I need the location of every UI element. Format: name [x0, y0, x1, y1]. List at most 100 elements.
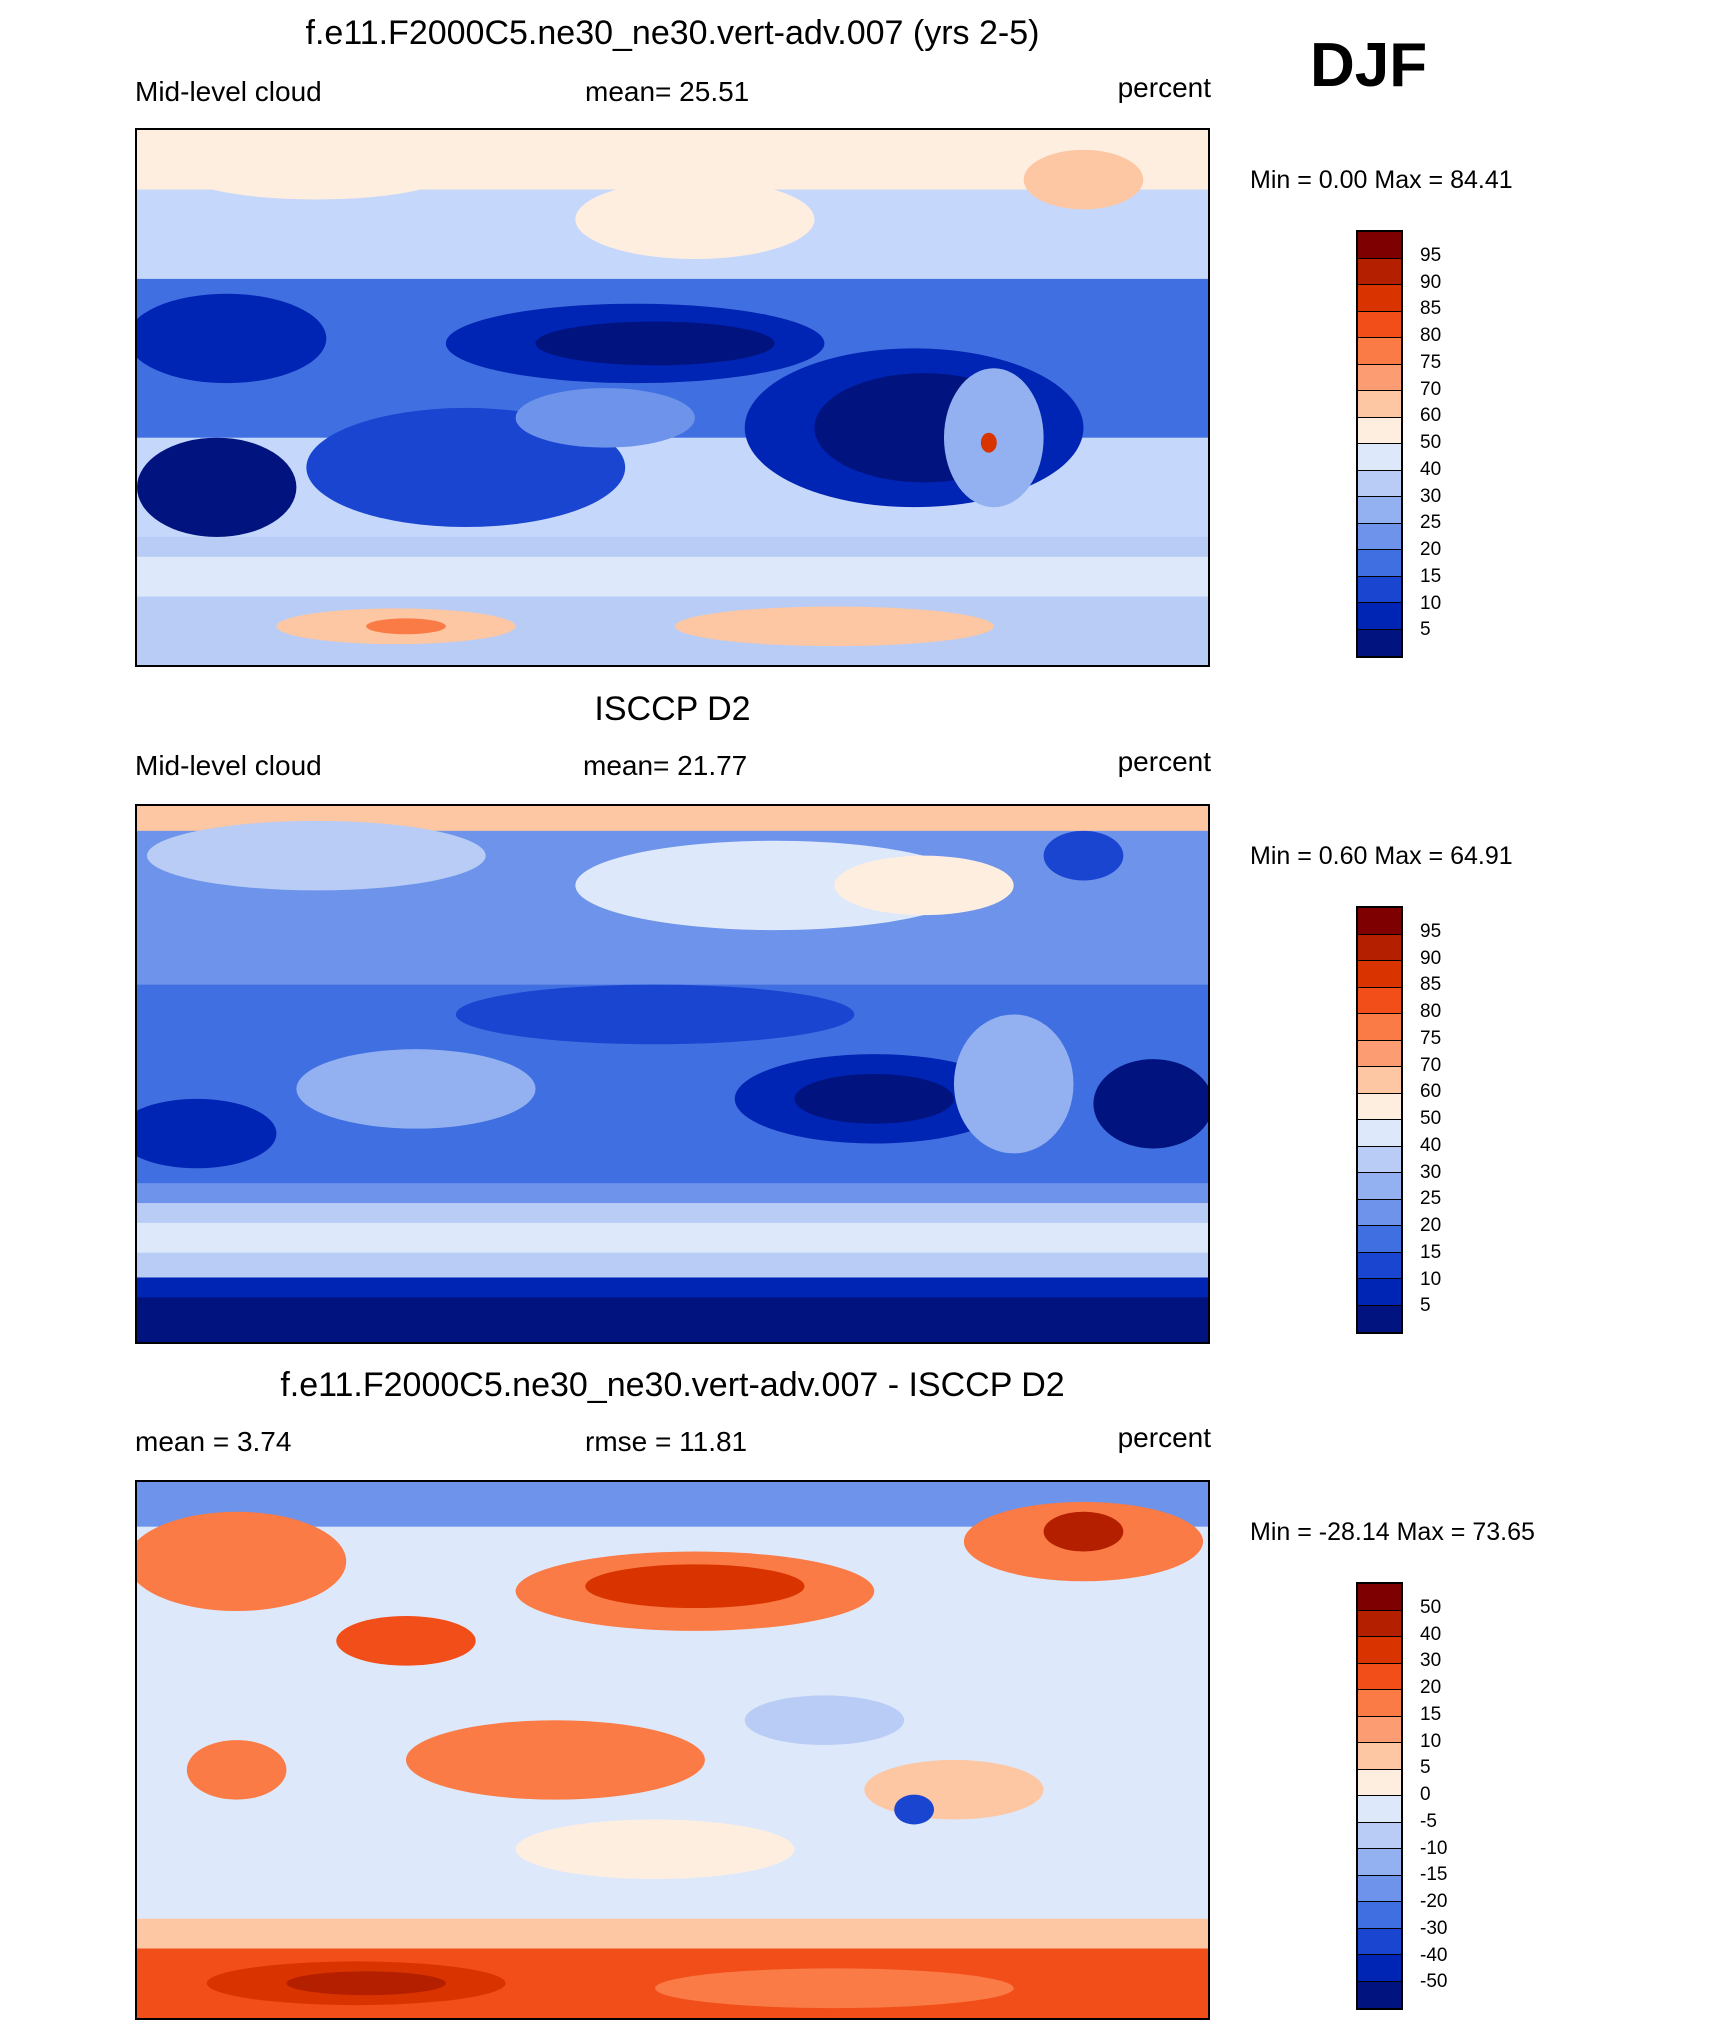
panel-3-colorbar-label: 0 [1420, 1784, 1431, 1805]
panel-1-colorbar-label: 40 [1420, 458, 1442, 480]
panel-2-colorbar [1356, 906, 1403, 1334]
panel-2-units-label: percent [1117, 746, 1211, 777]
panel-2-colorbar-cell [1358, 961, 1401, 988]
panel-3-map [135, 1480, 1210, 2020]
panel-1-colorbar-cell [1358, 470, 1401, 497]
season-label: DJF [1310, 31, 1428, 100]
panel-2-colorbar-label: 85 [1420, 974, 1442, 996]
panel-2-colorbar-label: 40 [1420, 1134, 1442, 1156]
panel-3-title: f.e11.F2000C5.ne30_ne30.vert-adv.007 - I… [280, 1366, 1065, 1404]
panel-1-minmax: Min = 0.00 Max = 84.41 [1250, 166, 1513, 194]
panel-3-colorbar-cell [1358, 1902, 1401, 1929]
panel-2-colorbar-label: 80 [1420, 1001, 1442, 1022]
panel-1-map [135, 128, 1210, 667]
panel-1-colorbar-label: 5 [1420, 619, 1431, 641]
panel-1-colorbar-label: 95 [1420, 244, 1442, 266]
panel-2-colorbar-label: 20 [1420, 1215, 1442, 1236]
panel-2-title: ISCCP D2 [594, 690, 751, 728]
panel-1-colorbar-label: 10 [1420, 592, 1442, 614]
panel-1-variable-label: Mid-level cloud [135, 76, 322, 107]
panel-2-colorbar-cell [1358, 1199, 1401, 1226]
panel-2-colorbar-cell [1358, 908, 1401, 935]
panel-2-colorbar-cell [1358, 1120, 1401, 1147]
panel-1-colorbar-cell [1358, 523, 1401, 550]
panel-2-colorbar-label: 25 [1420, 1188, 1442, 1210]
panel-3-units-label: percent [1117, 1422, 1211, 1453]
panel-3-colorbar-label: 15 [1420, 1703, 1442, 1725]
panel-2-colorbar-cell [1358, 1173, 1401, 1200]
panel-3-colorbar-cell [1358, 1955, 1401, 1982]
panel-1-colorbar-cell [1358, 497, 1401, 524]
panel-1-colorbar-label: 75 [1420, 351, 1442, 373]
panel-3-colorbar-label: -30 [1420, 1917, 1448, 1939]
panel-3-colorbar-cell [1358, 1796, 1401, 1823]
panel-3-colorbar-label: -40 [1420, 1944, 1448, 1966]
panel-1-colorbar-label: 80 [1420, 325, 1442, 346]
panel-1-colorbar-label: 25 [1420, 512, 1442, 534]
panel-1-colorbar-label: 90 [1420, 271, 1442, 293]
panel-2-colorbar-label: 10 [1420, 1268, 1442, 1290]
panel-2-colorbar-cell [1358, 1146, 1401, 1173]
panel-1-colorbar-cell [1358, 629, 1401, 656]
panel-2-colorbar-cell [1358, 1305, 1401, 1332]
panel-3-colorbar-label: -50 [1420, 1971, 1448, 1993]
panel-3-colorbar-cell [1358, 1690, 1401, 1717]
panel-3-colorbar [1356, 1582, 1403, 2010]
panel-2-colorbar-cell [1358, 1067, 1401, 1094]
panel-1-colorbar-labels: 95 90 85 80 75 70 60 50 40 30 25 20 15 1… [1420, 230, 1480, 658]
panel-2-colorbar-label: 50 [1420, 1108, 1442, 1129]
panel-3-colorbar-label: 10 [1420, 1730, 1442, 1752]
panel-1-colorbar-label: 30 [1420, 485, 1442, 507]
panel-3-colorbar-labels: 50 40 30 20 15 10 5 0 -5 -10 -15 -20 -30… [1420, 1582, 1480, 2010]
panel-3-colorbar-cell [1358, 1663, 1401, 1690]
panel-3-colorbar-cell [1358, 1849, 1401, 1876]
panel-1-colorbar-label: 85 [1420, 298, 1442, 320]
panel-2-colorbar-cell [1358, 1252, 1401, 1279]
panel-3-colorbar-label: 50 [1420, 1596, 1442, 1618]
panel-2-minmax: Min = 0.60 Max = 64.91 [1250, 842, 1513, 870]
panel-2-colorbar-label: 30 [1420, 1161, 1442, 1183]
panel-3-colorbar-cell [1358, 1610, 1401, 1637]
panel-2-contour-field [137, 806, 1208, 1342]
panel-1-colorbar-cell [1358, 311, 1401, 338]
panel-3-contour-field [137, 1482, 1208, 2018]
panel-1-colorbar-cell [1358, 232, 1401, 259]
panel-3-colorbar-label: -15 [1420, 1864, 1448, 1886]
panel-3-colorbar-label: 5 [1420, 1757, 1431, 1779]
panel-2-colorbar-label: 5 [1420, 1295, 1431, 1317]
panel-1-colorbar-label: 60 [1420, 405, 1442, 427]
panel-2-colorbar-label: 15 [1420, 1241, 1442, 1263]
panel-3-colorbar-label: 30 [1420, 1650, 1442, 1672]
panel-2-colorbar-label: 70 [1420, 1054, 1442, 1076]
panel-2-colorbar-cell [1358, 1279, 1401, 1306]
panel-1-colorbar-cell [1358, 391, 1401, 418]
panel-1-colorbar-cell [1358, 285, 1401, 312]
panel-1-colorbar-cell [1358, 550, 1401, 577]
panel-2-map [135, 804, 1210, 1344]
panel-2-colorbar-cell [1358, 1040, 1401, 1067]
panel-3-colorbar-cell [1358, 1769, 1401, 1796]
panel-3-colorbar-label: -5 [1420, 1810, 1437, 1832]
panel-2-colorbar-label: 90 [1420, 947, 1442, 969]
panel-1-colorbar-label: 50 [1420, 432, 1442, 453]
panel-1-colorbar-cell [1358, 258, 1401, 285]
panel-2-colorbar-cell [1358, 987, 1401, 1014]
panel-1-colorbar-cell [1358, 603, 1401, 630]
panel-1-colorbar-cell [1358, 576, 1401, 603]
panel-3-colorbar-label: -10 [1420, 1837, 1448, 1859]
panel-1-colorbar-cell [1358, 338, 1401, 365]
panel-2-colorbar-cell [1358, 934, 1401, 961]
panel-3-colorbar-cell [1358, 1822, 1401, 1849]
panel-2-colorbar-cell [1358, 1014, 1401, 1041]
panel-2-colorbar-label: 95 [1420, 920, 1442, 942]
panel-2-colorbar-label: 75 [1420, 1027, 1442, 1049]
panel-2-variable-label: Mid-level cloud [135, 750, 322, 781]
panel-3-colorbar-cell [1358, 1743, 1401, 1770]
panel-1-colorbar [1356, 230, 1403, 658]
panel-3-colorbar-cell [1358, 1637, 1401, 1664]
panel-1-colorbar-cell [1358, 364, 1401, 391]
panel-3-colorbar-label: 20 [1420, 1677, 1442, 1698]
panel-2-colorbar-labels: 95 90 85 80 75 70 60 50 40 30 25 20 15 1… [1420, 906, 1480, 1334]
panel-3-colorbar-cell [1358, 1716, 1401, 1743]
panel-1-colorbar-label: 20 [1420, 539, 1442, 560]
